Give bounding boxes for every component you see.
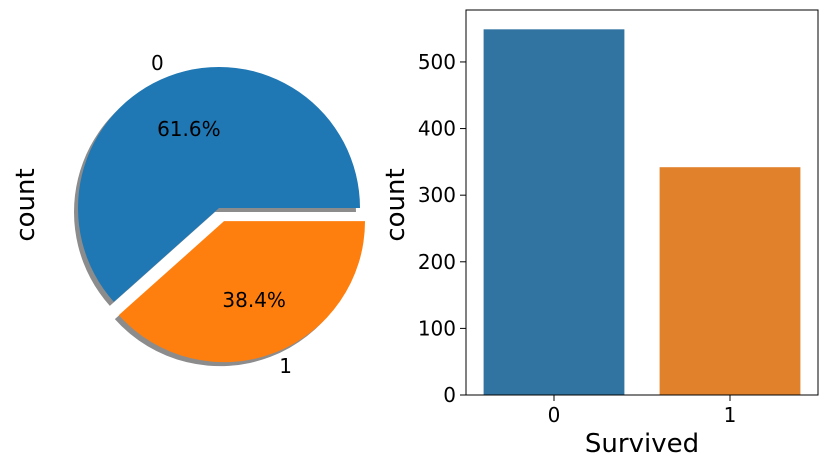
- y-tick-label: 500: [418, 50, 456, 74]
- bar-x-axis-label: Survived: [585, 429, 699, 459]
- x-tick-label: 0: [548, 403, 561, 427]
- x-tick-label: 1: [724, 403, 737, 427]
- pie-category-label-0: 0: [151, 51, 164, 75]
- pie-category-label-1: 1: [279, 354, 292, 378]
- bar-group: [483, 29, 801, 395]
- y-tick-label: 0: [443, 383, 456, 407]
- pie-label-group: 0 61.6% 1 38.4%: [151, 51, 292, 378]
- y-tick-label: 200: [418, 250, 456, 274]
- pie-slice-0: [77, 66, 360, 302]
- pie-slice-1: [118, 221, 366, 363]
- pie-percent-label-1: 38.4%: [222, 288, 286, 312]
- y-tick-label: 300: [418, 183, 456, 207]
- y-axis-ticks: 0 100 200 300 400 500: [418, 50, 466, 407]
- y-tick-label: 400: [418, 117, 456, 141]
- plot-area-frame: [465, 9, 819, 396]
- bar-0: [483, 29, 625, 395]
- pie-chart: 0 61.6% 1 38.4% count: [11, 51, 366, 378]
- bar-1: [659, 167, 801, 395]
- pie-y-axis-label: count: [11, 168, 41, 241]
- pie-slice-group: [77, 66, 366, 363]
- y-tick-label: 100: [418, 316, 456, 340]
- pie-percent-label-0: 61.6%: [157, 117, 221, 141]
- bar-y-axis-label: count: [381, 168, 411, 241]
